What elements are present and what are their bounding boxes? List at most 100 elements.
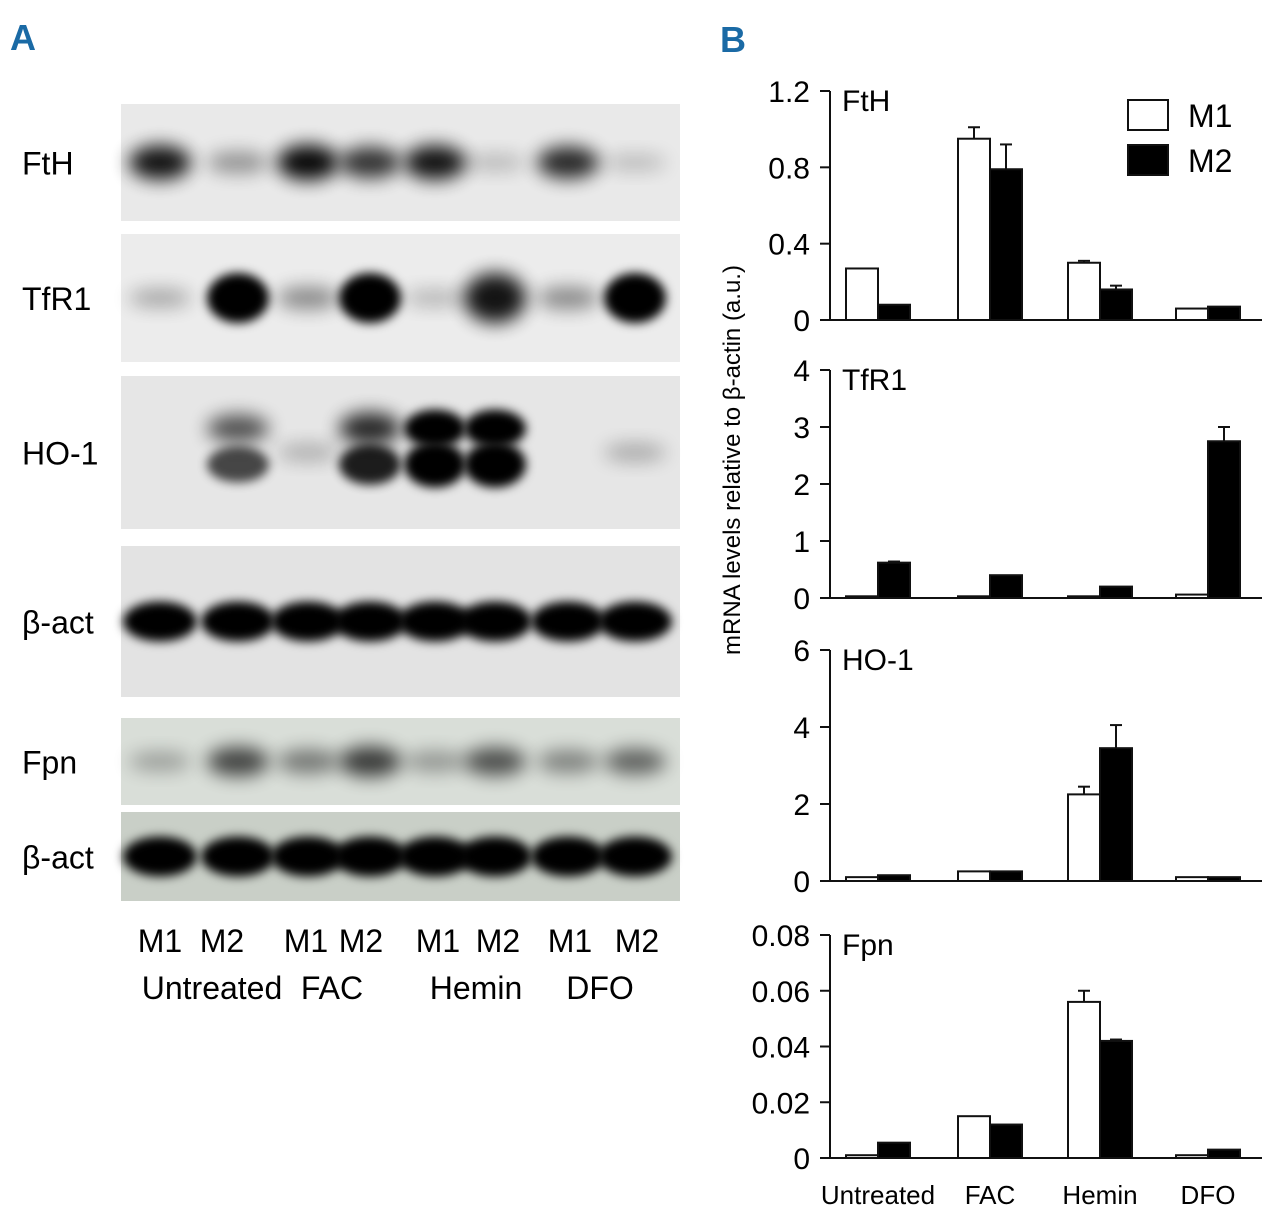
y-tick-label: 6 <box>793 635 810 668</box>
blot-band <box>271 601 345 642</box>
blot-band <box>277 749 339 774</box>
y-tick-label: 2 <box>793 789 810 822</box>
blot-band <box>604 443 666 462</box>
x-tick-label: Untreated <box>821 1180 935 1210</box>
blot-band <box>271 836 345 877</box>
y-tick-label: 0.02 <box>752 1087 810 1120</box>
lane-label: M2 <box>200 923 244 959</box>
bar-M2-Untreated <box>877 874 911 882</box>
blot-band <box>458 836 532 877</box>
y-tick-label: 0.4 <box>768 229 810 262</box>
bar-M2-DFO <box>1207 305 1241 321</box>
bar-M2-FAC <box>989 870 1023 882</box>
blot-band <box>458 601 532 642</box>
panel-b-letter: B <box>720 19 746 60</box>
blot-band <box>201 601 275 642</box>
blot-band <box>598 601 672 642</box>
bar-M2-Untreated <box>877 1141 911 1159</box>
blot-2: HO-1 <box>22 376 680 529</box>
blot-1: TfR1 <box>22 234 680 362</box>
blot-band <box>207 273 269 323</box>
x-tick-label: FAC <box>965 1180 1016 1210</box>
y-tick-label: 0.04 <box>752 1032 810 1065</box>
chart-panel-label: TfR1 <box>842 364 907 397</box>
blot-band <box>129 288 191 308</box>
y-tick-label: 0 <box>793 1143 810 1176</box>
lane-label: M2 <box>615 923 659 959</box>
treatment-label: Untreated <box>142 970 283 1006</box>
y-tick-label: 0 <box>793 583 810 616</box>
blot-band <box>537 286 599 310</box>
blot-band <box>404 289 466 307</box>
blot-band <box>537 750 599 773</box>
chart-HO-1: 0 2 4 6 HO-1 <box>793 635 1262 899</box>
blot-band <box>207 446 269 483</box>
y-tick-label: 4 <box>793 712 810 745</box>
y-tick-label: 3 <box>793 412 810 445</box>
treatment-label: Hemin <box>430 970 522 1006</box>
blot-band <box>404 145 466 180</box>
blot-band <box>604 273 666 323</box>
y-tick-label: 0 <box>793 305 810 338</box>
bar-M2-DFO <box>1207 876 1241 883</box>
bar-M1-Hemin <box>1067 261 1101 321</box>
legend: M1 M2 <box>1127 98 1232 179</box>
lane-label: M1 <box>138 923 182 959</box>
bar-M1-Untreated <box>845 1154 879 1160</box>
lane-label: M2 <box>476 923 520 959</box>
bar-M2-FAC <box>989 168 1023 321</box>
bar-M2-Untreated <box>877 303 911 322</box>
treatment-label: FAC <box>301 970 363 1006</box>
blot-band <box>277 286 339 310</box>
bar-M2-FAC <box>989 574 1023 600</box>
blot-band <box>604 748 666 775</box>
blot-band <box>404 441 466 488</box>
blot-band <box>207 151 269 174</box>
blot-5: β-act <box>22 812 680 901</box>
bar-M2-Hemin <box>1099 585 1133 599</box>
chart-panel-label: FtH <box>842 85 890 118</box>
blot-band <box>404 409 466 448</box>
blot-band <box>339 412 401 445</box>
blot-band <box>464 409 526 448</box>
bar-M2-Hemin <box>1099 288 1133 322</box>
blot-label: TfR1 <box>22 281 91 317</box>
blot-band <box>464 273 526 323</box>
blot-band <box>207 414 269 443</box>
blot-3: β-act <box>22 546 680 697</box>
blot-band <box>339 746 401 777</box>
bar-M1-FAC <box>957 1115 991 1159</box>
treatment-label: DFO <box>566 970 634 1006</box>
lane-label: M1 <box>548 923 592 959</box>
y-tick-label: 0.8 <box>768 152 810 185</box>
panel-a-letter: A <box>10 17 36 58</box>
blot-band <box>333 601 407 642</box>
bar-M1-Untreated <box>845 876 879 883</box>
blot-label: β-act <box>22 605 94 641</box>
y-tick-label: 4 <box>793 355 810 388</box>
blot-label: β-act <box>22 840 94 876</box>
chart-Fpn: 0 0.02 0.04 0.06 0.08 Fpn Untreated FAC Hemin DFO <box>752 920 1262 1210</box>
x-tick-label: DFO <box>1181 1180 1236 1210</box>
blot-band <box>464 153 526 172</box>
blot-band <box>123 836 197 877</box>
blot-band <box>398 601 472 642</box>
blot-band <box>277 144 339 181</box>
blot-label: HO-1 <box>22 436 98 472</box>
blot-band <box>129 751 191 772</box>
y-tick-label: 0.06 <box>752 976 810 1009</box>
blot-4: Fpn <box>22 718 680 805</box>
blot-band <box>398 836 472 877</box>
blot-band <box>531 836 605 877</box>
bar-M1-Untreated <box>845 595 879 599</box>
y-tick-label: 1.2 <box>768 76 810 109</box>
bar-M1-Hemin <box>1067 793 1101 882</box>
legend-swatch-m2 <box>1127 144 1169 176</box>
lane-label: M1 <box>284 923 328 959</box>
blot-band <box>333 836 407 877</box>
western-blot-panel: FtH TfR1 HO-1 β-act Fpn β-act <box>22 104 680 901</box>
bar-M1-Hemin <box>1067 1000 1101 1160</box>
